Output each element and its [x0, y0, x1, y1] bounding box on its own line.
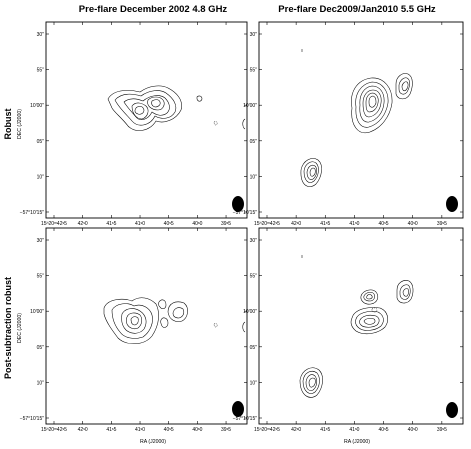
contours-robust-2009 [300, 49, 413, 187]
contours-robust-2002 [107, 85, 246, 131]
tick-label: 41ˢ0 [349, 221, 359, 227]
tick-label: 40ˢ0 [192, 221, 202, 227]
tick-label: 10′00″ [243, 103, 257, 109]
axis-ticks: 15ʰ20ᵐ42ˢ5 42ˢ0 41ˢ5 41ˢ0 40ˢ5 40ˢ0 39ˢ5 30″ 55″… [20, 22, 463, 433]
tick-label: 15ʰ20ᵐ42ˢ5 [41, 221, 67, 227]
tick-label: 10″ [37, 174, 45, 180]
tick-label: 55″ [37, 274, 45, 280]
tick-label: 05″ [250, 139, 258, 145]
tick-label: −57°10′15″ [233, 416, 258, 422]
column-title-2009: Pre-flare Dec2009/Jan2010 5.5 GHz [278, 4, 436, 15]
tick-label: 55″ [250, 274, 258, 280]
tick-label: 30″ [250, 32, 258, 38]
tick-label: 40ˢ0 [408, 221, 418, 227]
tick-label: 41ˢ5 [106, 221, 116, 227]
row-title-robust: Robust [3, 109, 13, 140]
tick-label: 39ˢ5 [221, 427, 231, 433]
tick-label: 40ˢ5 [379, 221, 389, 227]
tick-label: 40ˢ5 [164, 221, 174, 227]
tick-label: 41ˢ0 [349, 427, 359, 433]
tick-label: 39ˢ5 [437, 221, 447, 227]
beam-robust-2009 [446, 196, 458, 212]
tick-label: 41ˢ5 [320, 427, 330, 433]
contours-postsub-2002 [103, 297, 246, 345]
tick-label: 42ˢ0 [78, 427, 88, 433]
panel-frame-robust-2009 [258, 21, 464, 219]
tick-label: 39ˢ5 [221, 221, 231, 227]
panel-frame-robust-2002 [45, 21, 248, 219]
tick-label: −57°10′15″ [20, 416, 45, 422]
panel-frame-postsub-2002 [45, 227, 248, 425]
tick-label: 42ˢ0 [291, 221, 301, 227]
beam-robust-2002 [232, 196, 244, 212]
contours-postsub-2009 [299, 255, 414, 398]
tick-label: 41ˢ0 [135, 427, 145, 433]
tick-label: 05″ [37, 139, 45, 145]
tick-label: 39ˢ5 [437, 427, 447, 433]
tick-label: 30″ [37, 32, 45, 38]
tick-label: 10″ [250, 380, 258, 386]
x-axis-label-left: RA (J2000) [140, 439, 166, 445]
tick-label: 10′00″ [243, 309, 257, 315]
tick-label: 15ʰ20ᵐ42ˢ5 [41, 427, 67, 433]
tick-label: −57°10′15″ [20, 210, 45, 216]
tick-label: 10′00″ [30, 103, 44, 109]
row-title-post-subtraction: Post-subtraction robust [3, 277, 13, 379]
tick-label: 40ˢ5 [379, 427, 389, 433]
tick-label: 41ˢ5 [320, 221, 330, 227]
tick-label: 10″ [37, 380, 45, 386]
tick-label: 55″ [250, 68, 258, 74]
tick-label: 41ˢ0 [135, 221, 145, 227]
tick-label: 15ʰ20ᵐ42ˢ5 [254, 427, 280, 433]
y-axis-label-bottom: DEC (J2000) [17, 313, 23, 343]
tick-label: 42ˢ0 [78, 221, 88, 227]
tick-label: 05″ [37, 345, 45, 351]
tick-label: 10′00″ [30, 309, 44, 315]
beam-postsub-2002 [232, 401, 244, 417]
tick-label: 41ˢ5 [106, 427, 116, 433]
tick-label: 30″ [250, 238, 258, 244]
y-axis-label-top: DEC (J2000) [17, 109, 23, 139]
column-title-2002: Pre-flare December 2002 4.8 GHz [79, 4, 228, 15]
tick-label: 55″ [37, 68, 45, 74]
beam-postsub-2009 [446, 402, 458, 418]
tick-label: 40ˢ0 [192, 427, 202, 433]
tick-label: 15ʰ20ᵐ42ˢ5 [254, 221, 280, 227]
x-axis-label-right: RA (J2000) [344, 439, 370, 445]
tick-label: 40ˢ0 [408, 427, 418, 433]
tick-label: 30″ [37, 238, 45, 244]
tick-label: 42ˢ0 [291, 427, 301, 433]
tick-label: 05″ [250, 345, 258, 351]
tick-label: −57°10′15″ [233, 210, 258, 216]
tick-label: 40ˢ5 [164, 427, 174, 433]
panel-frame-postsub-2009 [258, 227, 464, 425]
tick-label: 10″ [250, 174, 258, 180]
